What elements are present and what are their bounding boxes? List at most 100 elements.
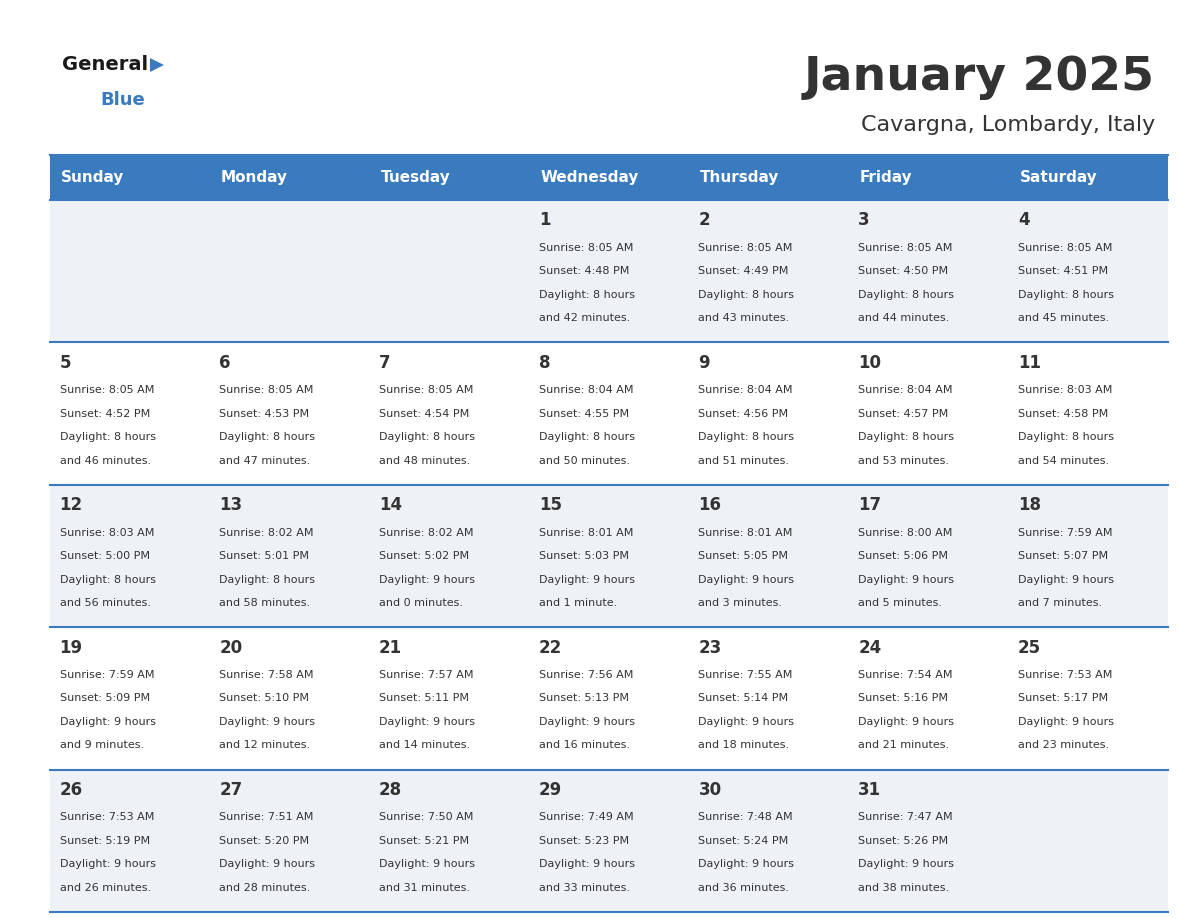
Text: 5: 5 <box>59 353 71 372</box>
Text: Daylight: 8 hours: Daylight: 8 hours <box>858 432 954 442</box>
Text: Sunrise: 8:05 AM: Sunrise: 8:05 AM <box>538 242 633 252</box>
Text: and 5 minutes.: and 5 minutes. <box>858 598 942 608</box>
Text: Sunset: 5:11 PM: Sunset: 5:11 PM <box>379 693 469 703</box>
Text: Sunrise: 8:02 AM: Sunrise: 8:02 AM <box>379 528 474 538</box>
Text: Sunset: 4:49 PM: Sunset: 4:49 PM <box>699 266 789 276</box>
Text: and 45 minutes.: and 45 minutes. <box>1018 313 1108 323</box>
Text: Sunset: 5:05 PM: Sunset: 5:05 PM <box>699 551 789 561</box>
Text: Daylight: 8 hours: Daylight: 8 hours <box>699 290 795 299</box>
Text: 22: 22 <box>538 639 562 656</box>
Text: Sunrise: 7:59 AM: Sunrise: 7:59 AM <box>1018 528 1112 538</box>
Bar <box>529 155 689 200</box>
Text: Daylight: 8 hours: Daylight: 8 hours <box>220 575 315 585</box>
Text: Sunrise: 8:03 AM: Sunrise: 8:03 AM <box>1018 386 1112 395</box>
Text: Sunset: 4:57 PM: Sunset: 4:57 PM <box>858 409 948 419</box>
Text: 30: 30 <box>699 781 721 799</box>
Text: and 18 minutes.: and 18 minutes. <box>699 741 790 750</box>
Text: and 36 minutes.: and 36 minutes. <box>699 883 790 893</box>
Text: Sunday: Sunday <box>61 170 125 185</box>
Text: Daylight: 9 hours: Daylight: 9 hours <box>1018 717 1114 727</box>
Text: Sunrise: 7:59 AM: Sunrise: 7:59 AM <box>59 670 154 680</box>
Text: Daylight: 8 hours: Daylight: 8 hours <box>59 575 156 585</box>
Text: and 53 minutes.: and 53 minutes. <box>858 455 949 465</box>
Text: Wednesday: Wednesday <box>541 170 639 185</box>
Text: and 31 minutes.: and 31 minutes. <box>379 883 470 893</box>
Text: Sunset: 5:20 PM: Sunset: 5:20 PM <box>220 835 309 845</box>
Bar <box>50 485 210 627</box>
Text: Sunrise: 8:05 AM: Sunrise: 8:05 AM <box>220 386 314 395</box>
Bar <box>529 200 689 342</box>
Bar <box>689 200 848 342</box>
Text: and 43 minutes.: and 43 minutes. <box>699 313 790 323</box>
Text: Daylight: 8 hours: Daylight: 8 hours <box>858 290 954 299</box>
Text: 12: 12 <box>59 497 83 514</box>
Text: Friday: Friday <box>860 170 912 185</box>
Text: Sunset: 5:06 PM: Sunset: 5:06 PM <box>858 551 948 561</box>
Text: Daylight: 9 hours: Daylight: 9 hours <box>1018 575 1114 585</box>
Text: Sunrise: 8:04 AM: Sunrise: 8:04 AM <box>699 386 792 395</box>
Bar <box>369 627 529 769</box>
Text: Sunset: 4:48 PM: Sunset: 4:48 PM <box>538 266 630 276</box>
Text: 9: 9 <box>699 353 710 372</box>
Text: 14: 14 <box>379 497 402 514</box>
Text: 6: 6 <box>220 353 230 372</box>
Text: Sunrise: 8:00 AM: Sunrise: 8:00 AM <box>858 528 953 538</box>
Text: 25: 25 <box>1018 639 1041 656</box>
Bar <box>210 769 369 912</box>
Bar <box>848 627 1009 769</box>
Text: January 2025: January 2025 <box>804 55 1155 100</box>
Text: Sunrise: 8:05 AM: Sunrise: 8:05 AM <box>699 242 792 252</box>
Text: and 12 minutes.: and 12 minutes. <box>220 741 310 750</box>
Bar <box>848 200 1009 342</box>
Bar <box>1009 485 1168 627</box>
Text: 19: 19 <box>59 639 83 656</box>
Bar <box>210 155 369 200</box>
Bar <box>1009 627 1168 769</box>
Text: Sunset: 5:01 PM: Sunset: 5:01 PM <box>220 551 309 561</box>
Text: Sunrise: 7:49 AM: Sunrise: 7:49 AM <box>538 812 633 823</box>
Bar <box>1009 200 1168 342</box>
Text: Sunset: 5:19 PM: Sunset: 5:19 PM <box>59 835 150 845</box>
Text: and 3 minutes.: and 3 minutes. <box>699 598 783 608</box>
Text: 13: 13 <box>220 497 242 514</box>
Text: Sunrise: 7:55 AM: Sunrise: 7:55 AM <box>699 670 792 680</box>
Text: Daylight: 9 hours: Daylight: 9 hours <box>858 575 954 585</box>
Text: Daylight: 9 hours: Daylight: 9 hours <box>538 717 634 727</box>
Text: and 54 minutes.: and 54 minutes. <box>1018 455 1108 465</box>
Text: Sunrise: 7:56 AM: Sunrise: 7:56 AM <box>538 670 633 680</box>
Text: Sunset: 5:09 PM: Sunset: 5:09 PM <box>59 693 150 703</box>
Text: Daylight: 9 hours: Daylight: 9 hours <box>220 859 315 869</box>
Text: Daylight: 9 hours: Daylight: 9 hours <box>858 859 954 869</box>
Text: Sunset: 5:10 PM: Sunset: 5:10 PM <box>220 693 309 703</box>
Text: Daylight: 8 hours: Daylight: 8 hours <box>1018 290 1114 299</box>
Text: Sunrise: 8:03 AM: Sunrise: 8:03 AM <box>59 528 154 538</box>
Bar <box>689 627 848 769</box>
Bar <box>529 485 689 627</box>
Text: Thursday: Thursday <box>700 170 779 185</box>
Bar <box>50 342 210 485</box>
Text: and 51 minutes.: and 51 minutes. <box>699 455 790 465</box>
Text: and 9 minutes.: and 9 minutes. <box>59 741 144 750</box>
Text: Sunset: 4:54 PM: Sunset: 4:54 PM <box>379 409 469 419</box>
Text: Sunset: 4:55 PM: Sunset: 4:55 PM <box>538 409 628 419</box>
Text: and 46 minutes.: and 46 minutes. <box>59 455 151 465</box>
Text: and 50 minutes.: and 50 minutes. <box>538 455 630 465</box>
Text: Daylight: 9 hours: Daylight: 9 hours <box>220 717 315 727</box>
Text: Daylight: 9 hours: Daylight: 9 hours <box>59 859 156 869</box>
Text: and 42 minutes.: and 42 minutes. <box>538 313 630 323</box>
Text: Daylight: 8 hours: Daylight: 8 hours <box>538 290 634 299</box>
Text: Daylight: 9 hours: Daylight: 9 hours <box>538 575 634 585</box>
Text: and 38 minutes.: and 38 minutes. <box>858 883 949 893</box>
Text: General: General <box>62 55 148 74</box>
Bar <box>210 485 369 627</box>
Text: Sunrise: 7:53 AM: Sunrise: 7:53 AM <box>59 812 154 823</box>
Bar <box>50 155 210 200</box>
Text: Daylight: 9 hours: Daylight: 9 hours <box>699 859 795 869</box>
Text: Sunrise: 8:05 AM: Sunrise: 8:05 AM <box>379 386 473 395</box>
Text: Sunset: 5:02 PM: Sunset: 5:02 PM <box>379 551 469 561</box>
Bar <box>50 769 210 912</box>
Bar <box>50 200 210 342</box>
Text: Sunset: 5:23 PM: Sunset: 5:23 PM <box>538 835 628 845</box>
Text: Daylight: 9 hours: Daylight: 9 hours <box>379 717 475 727</box>
Text: Sunset: 5:16 PM: Sunset: 5:16 PM <box>858 693 948 703</box>
